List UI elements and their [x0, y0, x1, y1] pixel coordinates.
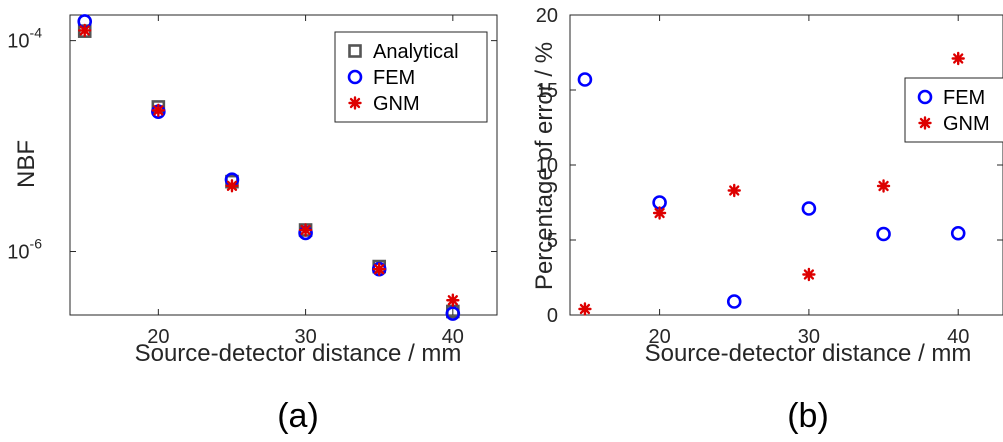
legend-gnm-marker: [918, 116, 932, 130]
panel-a: 20 30 40 10-6 10-4 Analytical FEM GNM Source-d…: [7, 14, 498, 435]
y-tick-label: 20: [536, 5, 558, 27]
y-tick-label: 10: [536, 155, 558, 177]
legend-analytical-label: Analytical: [373, 41, 459, 63]
fem-point: [950, 225, 966, 241]
legend-gnm-label: GNM: [373, 93, 420, 115]
fem-point: [801, 201, 817, 216]
gnm-point: [876, 179, 891, 193]
fem-point: [445, 306, 461, 321]
y-axis-label-a: NBF: [13, 140, 40, 188]
legend-b: FEM GNM: [904, 77, 1003, 143]
gnm-point: [802, 267, 816, 282]
x-tick-label: 20: [648, 326, 670, 348]
gnm-point: [225, 179, 239, 193]
legend-analytical-marker: [348, 44, 362, 58]
legend-fem-label: FEM: [943, 87, 985, 109]
y-tick-label: 10-4: [7, 25, 42, 53]
fem-point: [876, 226, 891, 242]
legend-fem-marker: [347, 69, 363, 85]
legend-gnm-marker: [348, 96, 362, 110]
x-tick-label: 30: [798, 326, 820, 348]
panel-label-a: (a): [277, 397, 319, 435]
panel-b: 20 30 40 0 5 10 15 20 FEM GNM Source-detector di…: [531, 5, 1003, 435]
legend-box: [904, 77, 1003, 143]
legend-fem-marker: [917, 89, 933, 105]
x-axis-label-b: Source-detector distance / mm: [645, 340, 972, 367]
axes-box-a: [69, 14, 498, 316]
gnm-point: [151, 103, 166, 118]
gnm-point: [951, 51, 965, 66]
fem-point: [726, 294, 742, 309]
fem-point: [577, 72, 593, 87]
legend-a: Analytical FEM GNM: [334, 31, 488, 123]
ticks-a: 20 30 40 10-6 10-4: [7, 15, 497, 348]
y-tick-label: 10-6: [7, 236, 42, 264]
gnm-point: [78, 23, 92, 38]
x-axis-label-a: Source-detector distance / mm: [135, 340, 462, 367]
y-tick-label: 5: [547, 230, 558, 252]
legend-gnm-label: GNM: [943, 113, 990, 135]
y-axis-label-b: Percentage of error / %: [531, 42, 558, 290]
marks-b: [577, 51, 966, 316]
axes-box-b: [569, 14, 1003, 316]
legend-fem-label: FEM: [373, 67, 415, 89]
x-tick-label: 20: [147, 326, 169, 348]
gnm-point: [727, 183, 741, 198]
gnm-point: [446, 293, 460, 307]
x-tick-label: 40: [442, 326, 464, 348]
gnm-point: [578, 302, 592, 316]
panel-label-b: (b): [787, 397, 829, 435]
x-tick-label: 30: [294, 326, 316, 348]
gnm-point: [298, 223, 313, 237]
marks-a: [77, 14, 461, 321]
ticks-b: 20 30 40 0 5 10 15 20: [536, 5, 1003, 348]
x-tick-label: 40: [947, 326, 969, 348]
y-tick-label: 0: [547, 305, 558, 327]
gnm-point: [372, 262, 386, 276]
y-tick-label: 15: [536, 80, 558, 102]
gnm-point: [652, 206, 667, 220]
